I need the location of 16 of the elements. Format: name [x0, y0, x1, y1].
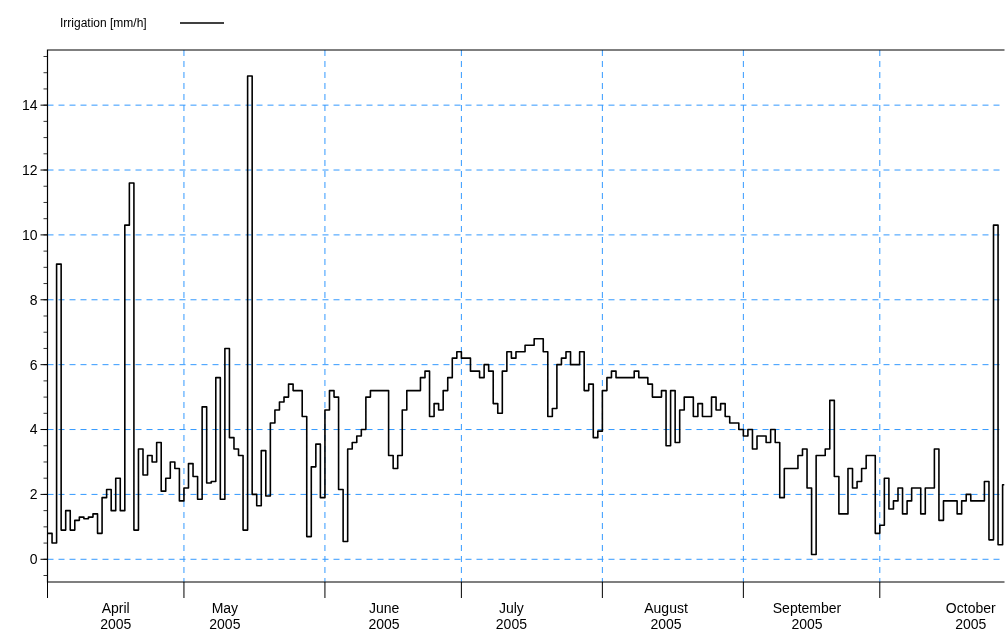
x-tick-label: September 2005 [772, 600, 842, 632]
y-tick-label: 2 [29, 486, 38, 503]
x-tick-label: June 2005 [368, 600, 400, 632]
y-tick-label: 8 [29, 291, 38, 308]
x-tick-label: April 2005 [100, 600, 132, 632]
y-tick-label: 0 [29, 551, 38, 568]
text: Irrigation [mm/h] [60, 16, 147, 31]
x-tick-label: October 2005 [945, 600, 996, 632]
y-tick-label: 6 [29, 356, 38, 373]
x-tick-label: July 2005 [495, 600, 528, 632]
x-tick-label: August 2005 [644, 600, 688, 632]
y-tick-label: 12 [21, 161, 38, 178]
y-tick-label: 14 [21, 97, 38, 114]
y-tick-label: 10 [21, 226, 38, 243]
y-tick-label: 4 [29, 421, 38, 438]
x-tick-label: May 2005 [209, 600, 241, 632]
